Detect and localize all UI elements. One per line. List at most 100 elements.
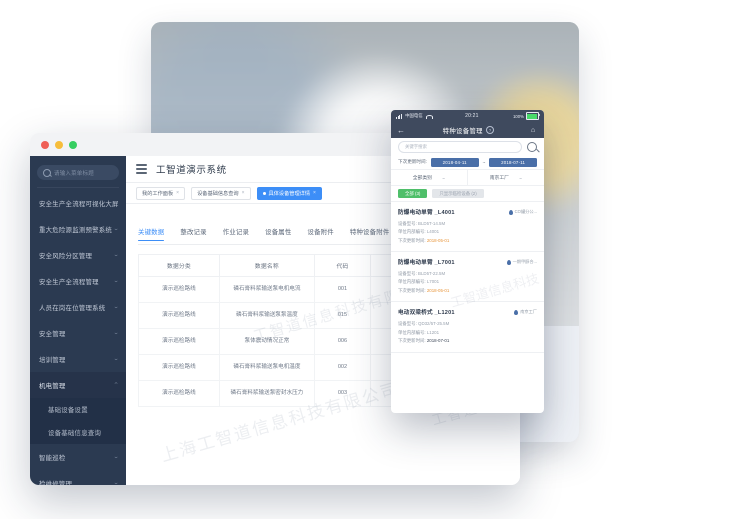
phone-equipment-list: 防爆电动单臂 _L4001 CO罐分公... 设备型号: BLD5T-14.5M…	[391, 201, 544, 353]
date-to-field[interactable]: 2018-07-11	[489, 157, 537, 167]
sidebar-item-label: 安全生产全流程管理	[39, 278, 99, 286]
active-dot-icon	[262, 191, 266, 195]
sidebar-item-risk-zone[interactable]: 安全风险分区管理 ⌄	[30, 242, 126, 268]
cell-category: 演示巡检路线	[138, 328, 220, 355]
list-item-header: 电动双梁桥式 _L1201 南京工厂	[398, 308, 537, 316]
cell-category: 演示巡检路线	[138, 380, 220, 407]
sidebar-item-label: 安全生产全流程可视化大屏	[39, 200, 119, 208]
cell-code: 002	[313, 354, 372, 381]
cell-name: 磷石膏料浆输送泵泵温度	[218, 302, 315, 329]
select-category[interactable]: 全部类别 ⌄	[391, 170, 467, 185]
tab-key-data[interactable]: 关键数据	[138, 227, 165, 241]
tab-rectification-records[interactable]: 整改记录	[180, 227, 206, 241]
sidebar-item-smart-inspection[interactable]: 智能巡检 ⌄	[30, 444, 126, 470]
date-from-field[interactable]: 2018-04-11	[430, 157, 479, 167]
question-mark-icon[interactable]: ?	[485, 125, 495, 135]
equipment-internal-row: 单位内部编号: L7001	[398, 278, 537, 287]
sidebar-item-personnel[interactable]: 人员在岗在位管理系统 ⌄	[30, 294, 126, 320]
sidebar-item-label: 人员在岗在位管理系统	[39, 304, 106, 312]
sidebar-item-label: 重大危险源监测预警系统	[39, 226, 113, 234]
close-button[interactable]	[41, 140, 49, 149]
model-value: BLD5T-22.5M	[418, 270, 446, 276]
page-title: 工智道演示系统	[156, 165, 227, 176]
cell-code: 001	[313, 276, 372, 303]
phone-navbar: ← 特种设备管理 ? ⌂	[391, 122, 544, 138]
sidebar-item-mechanical[interactable]: 机电管理 ⌃	[30, 372, 126, 398]
next-update-value: 2018-05-01	[426, 237, 450, 243]
sidebar-subitem-label: 基础设备设置	[48, 407, 88, 414]
equipment-internal-row: 单位内部编号: L1201	[398, 329, 537, 338]
sidebar-item-maintenance[interactable]: 检维修管理 ⌄	[30, 470, 126, 485]
equipment-title: 防爆电动单臂 _L4001	[398, 210, 455, 216]
maximize-button[interactable]	[69, 140, 77, 149]
main-header: 工智道演示系统	[126, 156, 520, 183]
tab-equipment-attachments[interactable]: 设备附件	[308, 227, 334, 241]
tab-label: 设备附件	[307, 229, 334, 236]
location-pin-icon	[514, 309, 519, 315]
close-icon[interactable]: ×	[176, 190, 180, 196]
close-icon[interactable]: ×	[313, 190, 316, 196]
tag-equipment-detail[interactable]: 具体设备管理详情 ×	[256, 186, 322, 200]
sidebar-item-process-management[interactable]: 安全生产全流程管理 ⌄	[30, 268, 126, 294]
chip-all[interactable]: 全部 (3)	[398, 188, 428, 199]
wifi-icon	[425, 114, 433, 119]
search-icon[interactable]	[527, 141, 537, 152]
phone-filter-chips: 全部 (3) 只显示临检设备 (2)	[391, 186, 544, 201]
internal-label: 单位内部编号:	[398, 329, 426, 335]
next-update-value: 2018-07-01	[426, 338, 450, 344]
list-item[interactable]: 防爆电动单臂 _L7001 一期甲醇合... 设备型号: BLD5T-22.5M…	[391, 252, 544, 303]
sidebar-subitem-equipment-info-query[interactable]: 设备基础信息查询	[30, 421, 126, 444]
phone-search-input[interactable]: 关键字搜索	[398, 140, 522, 153]
equipment-title: 电动双梁桥式 _L1201	[398, 310, 455, 317]
sidebar-search-input[interactable]: 请输入菜单标题	[37, 165, 119, 180]
tag-label: 具体设备管理详情	[268, 190, 311, 197]
location-text: 南京工厂	[520, 309, 537, 315]
tab-special-equipment-attachments[interactable]: 特种设备附件	[350, 227, 390, 241]
sidebar-subitem-basic-equipment-setting[interactable]: 基础设备设置	[30, 398, 126, 421]
tag-label: 设备基础信息查询	[197, 190, 239, 197]
equipment-model-row: 设备型号: BLD5T-14.5M	[398, 220, 537, 229]
tab-work-records[interactable]: 作业记录	[223, 227, 249, 241]
location-text: 一期甲醇合...	[512, 259, 537, 265]
sidebar-item-label: 机电管理	[39, 382, 66, 390]
model-label: 设备型号:	[398, 270, 417, 276]
tag-my-workspace[interactable]: 我的工作面板 ×	[136, 186, 186, 200]
sidebar-item-training[interactable]: 培训管理 ⌄	[30, 346, 126, 372]
sidebar-item-safety[interactable]: 安全管理 ⌄	[30, 320, 126, 346]
hamburger-icon[interactable]	[136, 164, 147, 174]
list-item[interactable]: 防爆电动单臂 _L4001 CO罐分公... 设备型号: BLD5T-14.5M…	[391, 202, 544, 253]
minimize-button[interactable]	[55, 140, 63, 149]
phone-select-row: 全部类别 ⌄ 南京工厂 ⌄	[391, 169, 544, 186]
select-plant[interactable]: 南京工厂 ⌄	[467, 170, 544, 185]
next-update-label: 下次更新时间:	[398, 338, 426, 344]
column-header-category: 数据分类	[138, 254, 220, 277]
cell-category: 演示巡检路线	[138, 276, 220, 303]
sidebar-item-hazard-monitoring[interactable]: 重大危险源监测预警系统 ⌄	[30, 216, 126, 242]
tag-label: 我的工作面板	[142, 190, 174, 197]
arrow-left-icon[interactable]: ←	[397, 125, 405, 135]
equipment-next-row: 下次更新时间: 2018-05-01	[398, 287, 537, 296]
location-pin-icon	[508, 209, 513, 215]
close-icon[interactable]: ×	[241, 190, 245, 196]
home-icon[interactable]: ⌂	[530, 126, 536, 134]
sidebar-divider	[37, 187, 119, 188]
battery-percent: 100%	[513, 113, 524, 119]
sidebar-item-visual-dashboard[interactable]: 安全生产全流程可视化大屏	[30, 190, 126, 216]
cell-name: 磷石膏料浆输送泵电机温度	[218, 354, 315, 381]
chip-inspection-only[interactable]: 只显示临检设备 (2)	[432, 188, 484, 199]
phone-search-row: 关键字搜索	[391, 138, 544, 155]
sidebar-menu: 安全生产全流程可视化大屏 重大危险源监测预警系统 ⌄ 安全风险分区管理 ⌄ 安全…	[30, 190, 126, 485]
tag-equipment-query[interactable]: 设备基础信息查询 ×	[191, 186, 251, 200]
next-update-label: 下次更新时间:	[398, 287, 426, 293]
location-text: CO罐分公...	[514, 209, 537, 214]
chevron-up-icon: ⌃	[112, 382, 119, 388]
chevron-down-icon: ⌄	[112, 356, 119, 362]
chevron-down-icon: ⌄	[441, 175, 447, 180]
sidebar-item-label: 检维修管理	[39, 480, 73, 486]
phone-title: 特种设备管理 ?	[409, 125, 528, 135]
tab-equipment-properties[interactable]: 设备属性	[265, 227, 291, 241]
column-header-name: 数据名称	[218, 254, 315, 277]
status-time: 20:21	[465, 113, 479, 119]
tab-label: 设备属性	[265, 229, 292, 236]
list-item[interactable]: 电动双梁桥式 _L1201 南京工厂 设备型号: QD32/5T-25.5M 单…	[391, 302, 544, 353]
